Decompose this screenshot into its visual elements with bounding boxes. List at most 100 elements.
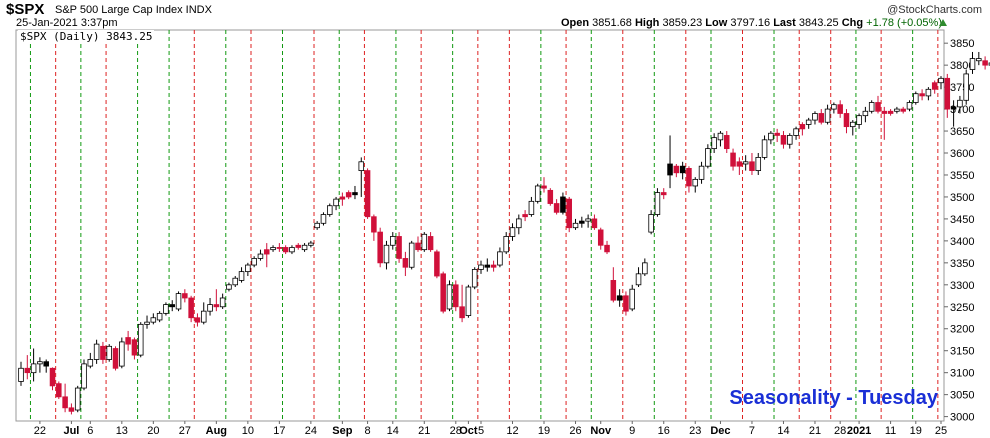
candle-body — [282, 247, 289, 253]
x-tick-label: 17 — [273, 425, 285, 437]
quote-datetime: 25-Jan-2021 3:37pm — [16, 17, 118, 29]
candle-body — [642, 262, 648, 275]
candle-body — [623, 295, 629, 312]
high-value: 3859.23 — [662, 17, 703, 29]
x-tick-label: 19 — [538, 425, 550, 437]
y-tick-label: 3800 — [950, 60, 974, 72]
x-tick-label: 14 — [777, 425, 789, 437]
candle-body — [787, 135, 793, 145]
candle-body — [982, 60, 988, 66]
x-tick-label: 12 — [506, 425, 518, 437]
open-value: 3851.68 — [592, 17, 632, 29]
y-tick-label: 3000 — [950, 412, 974, 424]
candle-body — [913, 93, 919, 103]
candle-body — [616, 295, 623, 301]
candle-body — [308, 242, 314, 246]
candle-body — [610, 280, 617, 301]
candle-body — [837, 104, 843, 114]
candle-body — [263, 249, 270, 255]
candle-body — [87, 359, 94, 367]
candle-body — [887, 110, 894, 114]
candle-body — [812, 113, 818, 121]
y-tick-label: 3750 — [950, 82, 974, 94]
candle-body — [799, 124, 806, 130]
candle-body — [371, 216, 377, 233]
y-tick-label: 3150 — [950, 346, 974, 358]
candle-body — [635, 273, 642, 286]
candle-body — [648, 214, 654, 233]
candle-body — [207, 304, 213, 312]
candle-body — [749, 161, 755, 171]
candle-body — [459, 306, 465, 319]
candle-body — [875, 102, 881, 112]
candle-body — [768, 132, 774, 141]
candle-body — [629, 288, 635, 310]
chg-value: +1.78 (+0.05%) — [866, 17, 942, 29]
candle-body — [654, 192, 661, 215]
candle-body — [667, 163, 673, 176]
candle-body — [894, 108, 900, 112]
candle-body — [402, 258, 409, 268]
candle-body — [295, 244, 302, 248]
x-tick-label: 28 — [450, 425, 462, 437]
candle-body — [774, 132, 780, 136]
candle-body — [43, 361, 49, 367]
low-label: Low — [705, 17, 728, 29]
candle-body — [226, 284, 232, 290]
y-tick-label: 3200 — [950, 324, 974, 336]
candle-body — [925, 88, 932, 97]
brand-logo[interactable]: @StockCharts.com — [887, 4, 982, 16]
x-tick-label: 11 — [885, 425, 896, 437]
candle-body — [471, 269, 478, 288]
candle-body — [125, 337, 131, 345]
candle-body — [314, 222, 320, 229]
symbol: $SPX — [6, 1, 45, 18]
x-tick-label: 24 — [305, 425, 317, 437]
ohlc-readout: Open 3851.68 High 3859.23 Low 3797.16 La… — [561, 17, 942, 29]
candle-body — [692, 178, 699, 187]
candle-body — [150, 317, 157, 323]
candle-body — [18, 367, 24, 382]
candle-body — [434, 251, 440, 277]
candle-body — [188, 297, 194, 319]
x-tick-label: Nov — [590, 425, 612, 437]
candle-body — [919, 93, 925, 97]
candle-body — [56, 383, 62, 398]
y-tick-label: 3250 — [950, 302, 974, 314]
candle-body — [453, 284, 459, 308]
candle-body — [478, 264, 484, 270]
candle-body — [156, 312, 163, 321]
candle-body — [175, 293, 182, 310]
candle-body — [679, 165, 686, 174]
candle-body — [37, 361, 43, 365]
candle-body — [831, 104, 837, 110]
candle-body — [717, 132, 724, 141]
candle-body — [957, 99, 963, 108]
candle-body — [805, 119, 812, 125]
candle-body — [213, 304, 220, 308]
candle-body — [112, 348, 119, 369]
candle-body — [358, 161, 365, 171]
x-tick-label: 28 — [834, 425, 846, 437]
candle-body — [364, 170, 371, 218]
candle-body — [944, 77, 951, 110]
candle-body — [862, 110, 869, 117]
candle-body — [673, 165, 680, 174]
candle-body — [320, 214, 327, 224]
candle-body — [950, 106, 957, 110]
candle-body — [824, 108, 831, 123]
y-tick-label: 3100 — [950, 368, 974, 380]
seasonality-annotation: Seasonality - Tuesday — [729, 387, 938, 409]
candle-body — [257, 253, 264, 259]
candle-body — [736, 161, 743, 167]
x-tick-label: 14 — [387, 425, 399, 437]
x-tick-label: 2021 — [847, 425, 871, 437]
candle-body — [93, 343, 100, 360]
candle-body — [390, 236, 396, 246]
x-tick-label: 23 — [689, 425, 701, 437]
candle-body — [497, 251, 503, 266]
candle-body — [106, 345, 112, 360]
candle-body — [81, 363, 87, 389]
candle-body — [850, 121, 856, 128]
